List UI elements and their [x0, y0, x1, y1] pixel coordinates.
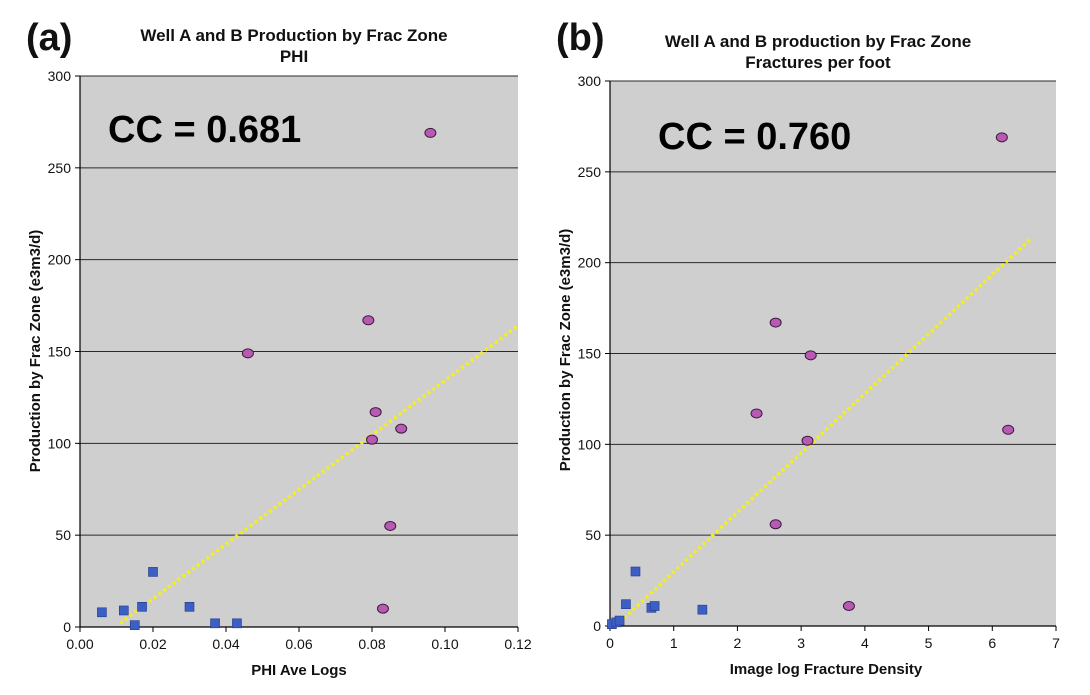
- x-tick-label: 4: [861, 635, 869, 651]
- circle-data-point: [769, 317, 782, 328]
- x-tick-label: 0.12: [504, 636, 531, 652]
- y-tick-label: 0: [593, 618, 601, 634]
- y-tick-label: 300: [48, 68, 72, 84]
- y-tick-label: 0: [63, 619, 71, 635]
- circle-data-point: [241, 348, 254, 359]
- circle-data-point: [842, 601, 855, 612]
- circle-data-point: [750, 408, 763, 419]
- square-data-point: [614, 615, 625, 626]
- x-tick-label: 7: [1052, 635, 1060, 651]
- chart-subtitle-b: Fractures per foot: [745, 53, 891, 72]
- square-data-point: [232, 618, 242, 629]
- x-tick-label: 2: [734, 635, 742, 651]
- trendline: [618, 237, 1032, 624]
- x-tick-label: 0.04: [212, 636, 239, 652]
- chart-subtitle-a: PHI: [280, 47, 308, 66]
- circle-data-point: [769, 519, 782, 530]
- chart-panel-b: (b) Well A and B production by Frac Zone…: [556, 17, 1060, 678]
- x-tick-label: 0: [606, 635, 614, 651]
- y-tick-label: 100: [578, 436, 602, 452]
- x-tick-label: 0.02: [139, 636, 166, 652]
- square-data-point: [621, 599, 631, 610]
- data-points-a: [97, 127, 437, 630]
- square-data-point: [137, 601, 147, 612]
- x-tick-labels-a: 0.00 0.02 0.04 0.06 0.08 0.10 0.12: [66, 636, 531, 652]
- y-tick-label: 150: [578, 346, 602, 362]
- square-data-point: [210, 618, 220, 629]
- circle-data-point: [1002, 424, 1015, 435]
- x-tick-labels-b: 0 1 2 3 4 5 6 7: [606, 635, 1060, 651]
- circle-data-point: [801, 435, 814, 446]
- gridlines-b: [610, 80, 1056, 536]
- y-tick-label: 250: [48, 160, 72, 176]
- panel-label-b: (b): [556, 17, 605, 59]
- x-axis-title-a: PHI Ave Logs: [251, 662, 347, 679]
- square-data-point: [148, 567, 158, 577]
- chart-panel-a: (a) Well A and B Production by Frac Zone…: [26, 17, 532, 679]
- y-tick-label: 250: [578, 164, 602, 180]
- y-tick-label: 50: [55, 527, 71, 543]
- y-tick-label: 50: [585, 527, 601, 543]
- chart-title-a: Well A and B Production by Frac Zone: [140, 26, 447, 45]
- circle-data-point: [366, 434, 378, 445]
- y-axis-title-a: Production by Frac Zone (e3m3/d): [27, 230, 44, 473]
- trendline: [119, 324, 520, 625]
- trendline-a: [119, 324, 520, 625]
- square-data-point: [184, 601, 195, 612]
- correlation-annotation-b: CC = 0.760: [658, 116, 851, 158]
- circle-data-point: [384, 520, 397, 531]
- x-tick-label: 0.08: [358, 636, 385, 652]
- y-tick-labels-a: 0 50 100 150 200 250 300: [48, 68, 72, 635]
- square-data-point: [630, 566, 641, 577]
- y-axis-title-b: Production by Frac Zone (e3m3/d): [557, 229, 574, 472]
- x-tick-label: 0.06: [285, 636, 312, 652]
- circle-data-point: [376, 603, 389, 614]
- circle-data-point: [362, 315, 375, 326]
- data-points-b: [607, 132, 1015, 629]
- gridlines-a: [80, 75, 518, 536]
- x-axis-title-b: Image log Fracture Density: [730, 661, 923, 678]
- square-data-point: [119, 605, 129, 616]
- axes-a: [75, 75, 519, 632]
- circle-data-point: [369, 407, 382, 418]
- circle-data-point: [804, 350, 817, 361]
- square-data-point: [649, 601, 660, 611]
- x-tick-label: 0.10: [431, 636, 458, 652]
- y-tick-label: 150: [48, 344, 72, 360]
- x-tick-label: 6: [988, 635, 996, 651]
- y-tick-label: 100: [48, 435, 72, 451]
- y-tick-label: 300: [578, 73, 602, 89]
- x-tick-label: 1: [670, 635, 678, 651]
- square-data-point: [697, 604, 708, 615]
- correlation-annotation-a: CC = 0.681: [108, 109, 301, 151]
- x-tick-label: 0.00: [66, 636, 93, 652]
- axes-b: [605, 80, 1057, 631]
- chart-title-b: Well A and B production by Frac Zone: [665, 32, 971, 51]
- y-tick-labels-b: 0 50 100 150 200 250 300: [578, 73, 602, 634]
- x-tick-label: 3: [797, 635, 805, 651]
- circle-data-point: [995, 132, 1008, 143]
- panel-label-a: (a): [26, 17, 72, 59]
- square-data-point: [97, 607, 107, 618]
- circle-data-point: [395, 423, 408, 434]
- y-tick-label: 200: [578, 255, 602, 271]
- y-tick-label: 200: [48, 252, 72, 268]
- trendline-b: [618, 237, 1032, 624]
- circle-data-point: [424, 127, 437, 138]
- x-tick-label: 5: [925, 635, 933, 651]
- square-data-point: [129, 620, 140, 630]
